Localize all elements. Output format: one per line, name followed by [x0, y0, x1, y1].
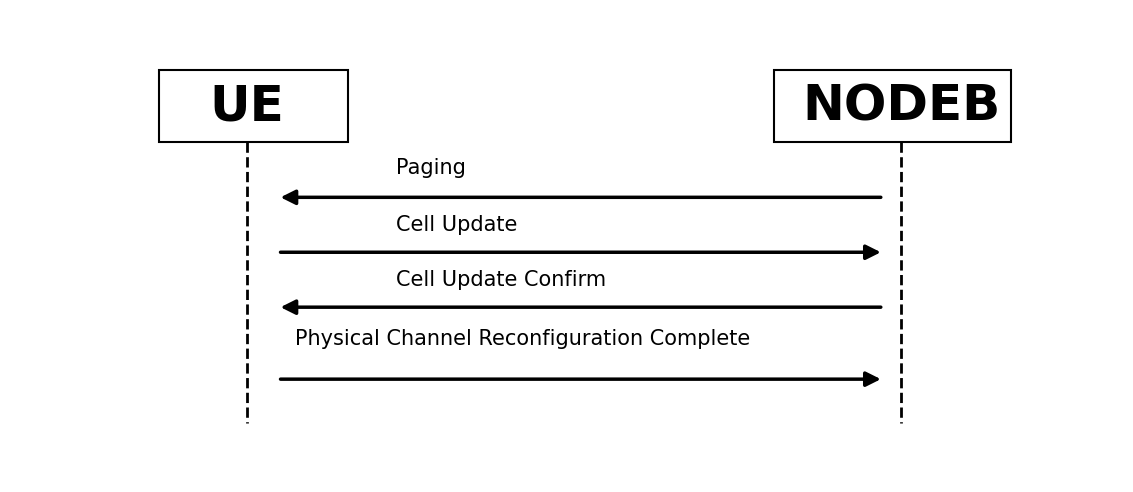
Bar: [159, 70, 348, 142]
Text: NODEB: NODEB: [802, 82, 1000, 130]
Text: Physical Channel Reconfiguration Complete: Physical Channel Reconfiguration Complet…: [296, 329, 750, 349]
Text: Cell Update Confirm: Cell Update Confirm: [397, 270, 606, 290]
Text: UE: UE: [210, 82, 284, 130]
Text: Cell Update: Cell Update: [397, 215, 518, 235]
Text: Paging: Paging: [397, 158, 466, 179]
Bar: [774, 70, 1011, 142]
